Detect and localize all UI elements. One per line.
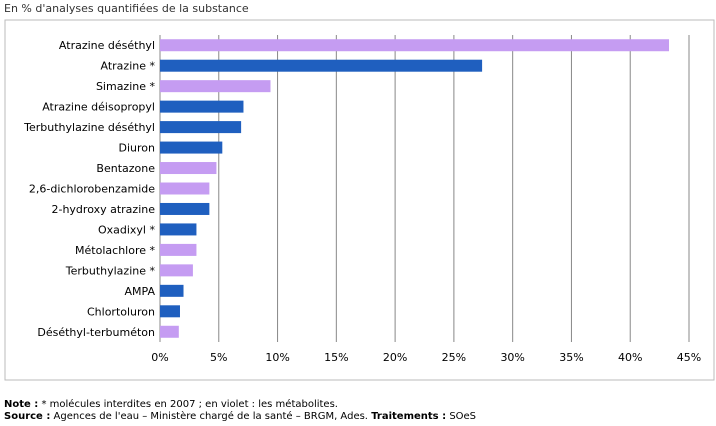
bar: [160, 80, 271, 93]
y-tick-label: AMPA: [125, 285, 156, 298]
bar: [160, 162, 217, 175]
chart-frame: [4, 19, 715, 381]
x-tick-label: 45%: [677, 351, 701, 364]
x-tick-label: 10%: [265, 351, 289, 364]
y-tick-label: Bentazone: [96, 162, 155, 175]
y-tick-label: Simazine *: [96, 80, 156, 93]
x-tick-label: 15%: [324, 351, 348, 364]
y-tick-label: Diuron: [119, 142, 156, 155]
bar: [160, 284, 184, 297]
x-tick-label: 25%: [442, 351, 466, 364]
treatment-text: SOeS: [449, 411, 477, 422]
bar: [160, 121, 242, 134]
y-tick-label: Atrazine *: [101, 60, 156, 73]
y-tick-label: 2-hydroxy atrazine: [51, 203, 155, 216]
y-tick-label: Atrazine déséthyl: [59, 39, 155, 52]
note: Note : * molécules interdites en 2007 ; …: [4, 399, 338, 410]
x-tick-label: 0%: [151, 351, 168, 364]
y-tick-label: Oxadixyl *: [98, 223, 156, 236]
note-label: Note :: [4, 399, 39, 410]
y-tick-label: Terbuthylazine *: [65, 264, 156, 277]
y-tick-label: Déséthyl-terbuméton: [37, 326, 155, 339]
y-tick-label: Métolachlore *: [75, 244, 155, 257]
bar: [160, 59, 483, 72]
bar: [160, 39, 670, 52]
x-tick-label: 20%: [383, 351, 407, 364]
y-tick-label: Atrazine déisopropyl: [42, 101, 155, 114]
source: Source : Agences de l'eau – Ministère ch…: [4, 411, 476, 422]
subtitle: En % d'analyses quantifiées de la substa…: [4, 2, 249, 15]
bar: [160, 264, 193, 277]
source-label: Source :: [4, 411, 51, 422]
treatment-label: Traitements :: [371, 411, 447, 422]
note-text: * molécules interdites en 2007 ; en viol…: [41, 399, 338, 410]
y-tick-label: Terbuthylazine déséthyl: [23, 121, 155, 134]
bar: [160, 305, 180, 318]
bar: [160, 141, 223, 154]
x-tick-label: 35%: [559, 351, 583, 364]
y-tick-label: 2,6-dichlorobenzamide: [29, 183, 155, 196]
bar: [160, 243, 197, 256]
x-tick-label: 40%: [618, 351, 642, 364]
source-text: Agences de l'eau – Ministère chargé de l…: [53, 411, 368, 422]
bar: [160, 223, 197, 236]
bar: [160, 182, 210, 195]
x-tick-label: 5%: [210, 351, 227, 364]
bar: [160, 100, 244, 113]
x-tick-label: 30%: [500, 351, 524, 364]
bar: [160, 325, 179, 338]
bar: [160, 202, 210, 215]
y-tick-label: Chlortoluron: [87, 305, 155, 318]
